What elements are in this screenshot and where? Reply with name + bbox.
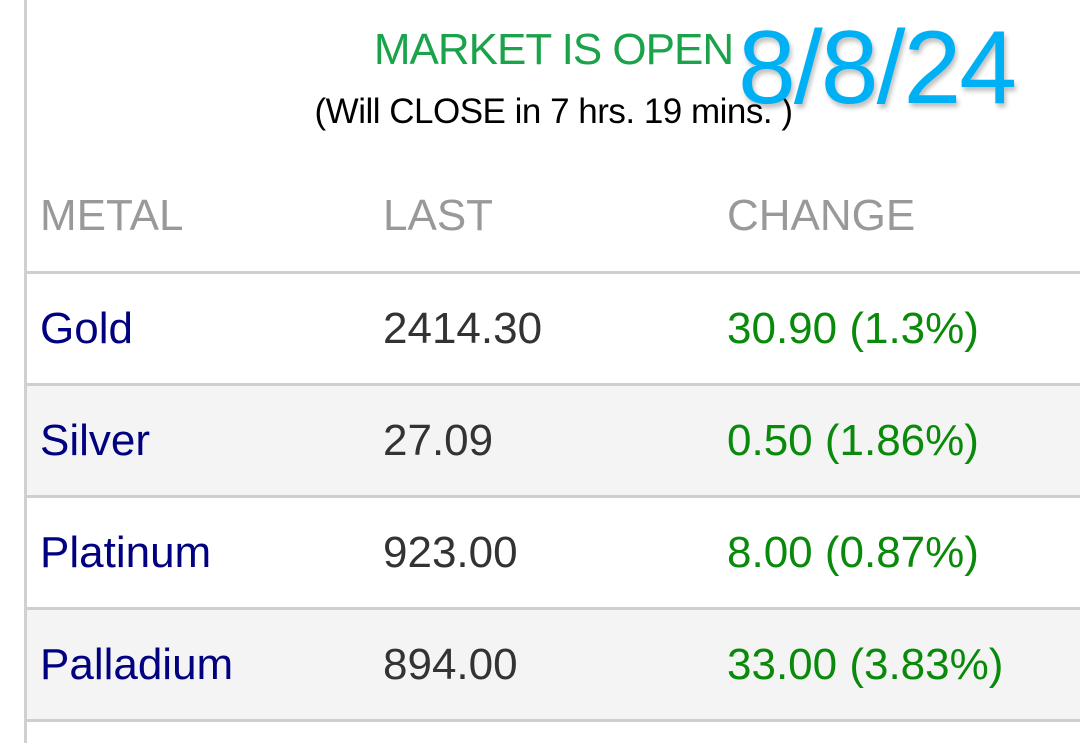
last-price: 923.00	[370, 496, 714, 610]
market-close-countdown: (Will CLOSE in 7 hrs. 19 mins. )	[314, 92, 794, 131]
metal-name[interactable]: Palladium	[27, 608, 370, 722]
metal-name[interactable]: Gold	[27, 272, 370, 386]
price-change: 33.00 (3.83%)	[714, 608, 1080, 722]
date-label: 8/8/24	[738, 10, 1017, 126]
price-change: 8.00 (0.87%)	[714, 496, 1080, 610]
table-row-palladium[interactable]: Palladium 894.00 33.00 (3.83%)	[27, 608, 1080, 722]
metals-price-table: METAL LAST CHANGE Gold 2414.30 30.90 (1.…	[27, 160, 1080, 722]
market-status: MARKET IS OPEN (Will CLOSE in 7 hrs. 19 …	[27, 24, 1080, 134]
price-change: 30.90 (1.3%)	[714, 272, 1080, 386]
metal-name[interactable]: Platinum	[27, 496, 370, 610]
last-price: 894.00	[370, 608, 714, 722]
column-header-metal: METAL	[27, 160, 370, 274]
price-change: 0.50 (1.86%)	[714, 384, 1080, 498]
table-row-silver[interactable]: Silver 27.09 0.50 (1.86%)	[27, 384, 1080, 498]
table-row-gold[interactable]: Gold 2414.30 30.90 (1.3%)	[27, 272, 1080, 386]
table-row-platinum[interactable]: Platinum 923.00 8.00 (0.87%)	[27, 496, 1080, 610]
last-price: 2414.30	[370, 272, 714, 386]
table-header-row: METAL LAST CHANGE	[27, 160, 1080, 274]
column-header-change: CHANGE	[714, 160, 1080, 274]
column-header-last: LAST	[370, 160, 714, 274]
metal-name[interactable]: Silver	[27, 384, 370, 498]
market-status-title: MARKET IS OPEN	[373, 25, 734, 74]
last-price: 27.09	[370, 384, 714, 498]
left-border	[24, 0, 27, 743]
